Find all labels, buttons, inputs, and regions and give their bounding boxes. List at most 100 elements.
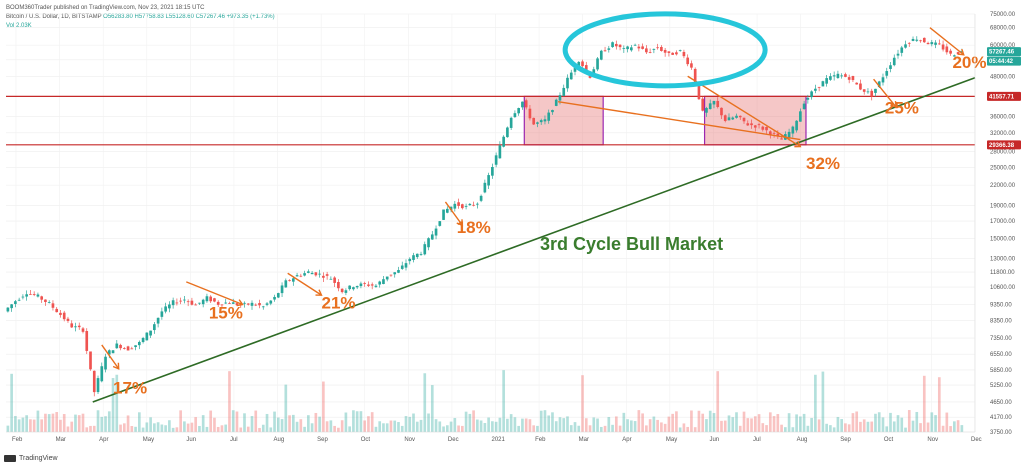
candle-body bbox=[645, 48, 648, 53]
volume-bar bbox=[506, 418, 509, 432]
level-tag-lower-text: 29366.38 bbox=[989, 143, 1015, 149]
candle-body bbox=[543, 119, 547, 122]
candle-body bbox=[727, 117, 731, 121]
arrow-line bbox=[929, 27, 965, 56]
candle-body bbox=[382, 279, 385, 285]
volume-bar bbox=[874, 413, 877, 432]
volume-bar bbox=[926, 422, 930, 432]
candle-body bbox=[14, 301, 17, 304]
candle-body bbox=[896, 53, 900, 56]
volume-bar bbox=[453, 417, 457, 432]
candle-body bbox=[269, 300, 273, 304]
candle-body bbox=[156, 317, 160, 324]
candle-body bbox=[438, 221, 442, 226]
candle-body bbox=[776, 133, 780, 136]
volume-bar bbox=[521, 418, 524, 432]
volume-bar bbox=[258, 427, 261, 432]
candle-body bbox=[329, 278, 333, 280]
volume-bar bbox=[36, 410, 40, 432]
volume-bar bbox=[254, 410, 258, 432]
volume-bar bbox=[802, 413, 806, 432]
candle-body bbox=[708, 103, 712, 110]
candle-body bbox=[536, 122, 539, 124]
level-tag-lower: 29366.38 bbox=[987, 140, 1021, 150]
candle-body bbox=[723, 115, 727, 121]
volume-bar bbox=[400, 425, 404, 432]
volume-bar bbox=[81, 413, 85, 432]
x-tick-label: 2021 bbox=[492, 437, 506, 443]
candle-body bbox=[626, 46, 629, 50]
candle-body bbox=[412, 255, 415, 260]
candle-body bbox=[107, 350, 111, 355]
candle-body bbox=[96, 378, 100, 393]
volume-bar bbox=[735, 412, 738, 432]
x-tick-label: Dec bbox=[971, 437, 982, 443]
volume-bar bbox=[352, 410, 355, 432]
volume-bar bbox=[70, 421, 74, 432]
volume-bar bbox=[922, 375, 926, 432]
candle-body bbox=[479, 195, 483, 201]
candle-body bbox=[539, 120, 543, 123]
candle-body bbox=[742, 117, 746, 122]
y-tick-label: 3750.00 bbox=[990, 430, 1012, 436]
volume-bar bbox=[32, 419, 36, 432]
candle-body bbox=[614, 43, 618, 47]
candle-body bbox=[859, 83, 862, 90]
volume-bar bbox=[592, 417, 596, 432]
volume-bar bbox=[491, 421, 494, 432]
candle-body bbox=[141, 337, 145, 343]
volume-bar bbox=[757, 414, 761, 432]
volume-bar bbox=[382, 423, 385, 432]
volume-bar bbox=[265, 413, 269, 432]
volume-bar bbox=[340, 420, 344, 432]
volume-bar bbox=[89, 425, 92, 432]
volume-bar bbox=[385, 423, 389, 432]
candle-body bbox=[630, 47, 633, 51]
candle-body bbox=[498, 145, 502, 159]
volume-bar bbox=[554, 421, 558, 432]
y-tick-label: 8350.00 bbox=[990, 318, 1012, 324]
volume-bar bbox=[408, 416, 412, 432]
symbol-ohlc-row: Bitcoin / U.S. Dollar, 1D, BITSTAMP O562… bbox=[6, 13, 275, 22]
volume-bar bbox=[96, 410, 100, 432]
x-tick-label: Feb bbox=[12, 437, 23, 443]
volume-bar bbox=[641, 413, 644, 432]
candle-body bbox=[243, 302, 246, 304]
volume-bar bbox=[656, 419, 659, 432]
candle-body bbox=[340, 288, 344, 293]
price-tags: 41557.71 29366.38 57267.46 05:44:42 bbox=[987, 47, 1021, 150]
volume-bar bbox=[776, 414, 780, 432]
volume-bar bbox=[877, 412, 881, 432]
candle-body bbox=[528, 108, 532, 119]
candle-body bbox=[791, 126, 795, 134]
candle-body bbox=[483, 182, 487, 193]
volume-bar bbox=[442, 426, 445, 432]
volume-bar bbox=[690, 410, 693, 432]
candle-body bbox=[190, 300, 194, 305]
volume-bar bbox=[836, 416, 840, 432]
candle-body bbox=[934, 42, 937, 45]
volume-bar bbox=[660, 422, 663, 432]
volume-bar bbox=[288, 415, 291, 432]
volume-bar bbox=[149, 417, 152, 432]
current-price-tag-bg bbox=[987, 47, 1021, 57]
candle-body bbox=[145, 332, 149, 341]
range-box bbox=[523, 95, 604, 146]
candle-body bbox=[701, 98, 705, 111]
volume-bar bbox=[584, 418, 588, 432]
volume-bar bbox=[479, 420, 483, 432]
volume-bar bbox=[295, 421, 299, 432]
x-tick-label: Aug bbox=[797, 437, 808, 443]
candle-body bbox=[603, 50, 607, 52]
current-price-tag-text: 57267.46 bbox=[989, 50, 1015, 56]
x-tick-label: Sep bbox=[840, 437, 851, 443]
volume-bar bbox=[145, 422, 149, 432]
volume-bar bbox=[250, 416, 254, 432]
candle-body bbox=[168, 304, 171, 309]
x-tick-label: Jul bbox=[230, 437, 238, 443]
x-tick-label: Oct bbox=[884, 437, 894, 443]
volume-bar bbox=[291, 414, 295, 432]
candle-body bbox=[179, 300, 182, 302]
candle-body bbox=[265, 303, 269, 305]
